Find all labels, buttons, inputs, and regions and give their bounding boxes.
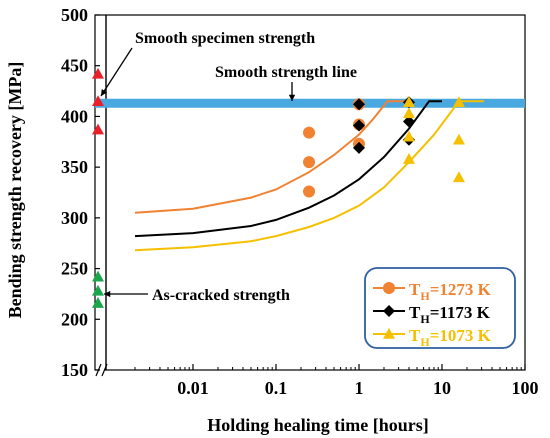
data-point-series-1 [353,98,365,111]
annotation-arrow-smooth-line [288,82,296,101]
annotation-smooth-specimen: Smooth specimen strength [135,30,315,47]
data-point-series-2 [452,171,465,183]
legend-entry-1: TH=1173 K [409,303,491,326]
smooth-specimen-point [92,95,104,107]
as-cracked-point [92,270,104,282]
plot-frame [94,14,526,371]
data-point-series-2 [402,107,415,119]
x-axis-label: Holding healing time [hours] [207,415,429,435]
smooth-specimen-point [92,123,104,135]
annotation-arrow-as-cracked [104,290,148,298]
legend-swatch-marker [383,328,395,339]
fit-curve-1 [134,100,442,238]
data-point-series-0 [303,185,316,198]
annotation-smooth-line: Smooth strength line [215,64,357,81]
as-cracked-point [92,284,104,296]
data-point-series-1 [402,115,415,128]
legend: TH=1273 KTH=1173 KTH=1073 K [364,267,516,349]
x-tick-label: 0.1 [265,378,288,398]
y-tick-label: 500 [61,5,88,25]
annotation-arrow-smooth-line-head [288,94,296,101]
fit-curve-0 [134,100,409,214]
x-tick-label: 1 [355,378,364,398]
y-tick-label: 400 [61,106,88,126]
data-point-series-1 [353,141,365,154]
axes-layer: 150 200 250 300 350 400 450 500 0.01 0.1 1 10 100 [61,5,539,398]
annotation-arrow-smooth-specimen-shaft [100,47,133,97]
x-tick-label: 10 [433,378,451,398]
data-point-series-0 [303,156,316,169]
y-tick-label: 250 [61,259,88,279]
y-tick-label: 150 [61,360,88,380]
annotation-as-cracked: As-cracked strength [152,287,290,304]
y-tick-label: 200 [61,309,88,329]
data-point-series-2 [402,153,415,164]
legend-entry-0: TH=1273 K [409,280,492,303]
data-points-layer [92,67,465,308]
y-tick-label: 300 [61,208,88,228]
y-tick-label: 350 [61,157,88,177]
legend-swatch-marker [383,282,395,294]
annotation-arrow-as-cracked-head [104,290,111,298]
annotation-arrows [100,47,296,298]
data-point-series-2 [402,96,415,108]
x-tick-label: 100 [512,378,539,398]
x-tick-label: 0.01 [177,378,209,398]
fit-curves-layer [134,100,484,252]
annotation-arrow-smooth-specimen [100,47,133,97]
y-tick-label: 450 [61,56,88,76]
fit-curve-2 [134,100,484,252]
data-point-series-2 [402,130,415,142]
smooth-specimen-point [92,67,104,79]
data-point-series-0 [303,126,316,139]
data-point-series-1 [353,119,365,132]
y-axis-label: Bending strength recovery [MPa] [5,62,25,319]
data-point-series-2 [452,133,465,145]
legend-entry-2: TH=1073 K [409,326,492,349]
as-cracked-point [92,297,104,308]
data-point-series-2 [452,96,465,108]
axis-break-gap [99,364,105,376]
annotation-arrow-smooth-specimen-head [101,89,108,96]
legend-swatch-marker [383,305,395,317]
